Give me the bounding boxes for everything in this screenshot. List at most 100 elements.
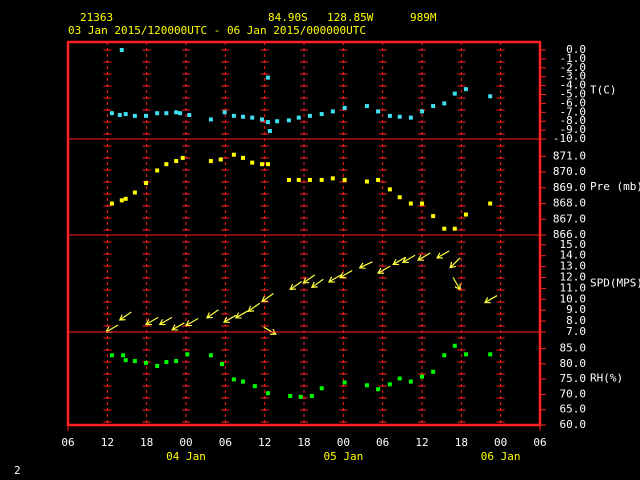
- point: [119, 198, 124, 203]
- point: [275, 119, 280, 124]
- wind-arrow: [263, 326, 277, 335]
- wind-arrow: [247, 302, 261, 312]
- y-tick-label: -9.0: [560, 123, 587, 136]
- point: [123, 358, 128, 363]
- y-tick-label: -4.0: [560, 79, 587, 92]
- y-tick-label: -6.0: [560, 96, 587, 109]
- y-tick-label: 871.0: [553, 149, 586, 162]
- wind-arrow: [449, 257, 461, 269]
- station-id: 21363: [80, 11, 113, 24]
- point: [452, 91, 457, 96]
- point: [132, 190, 137, 195]
- y-tick-label: 12.0: [560, 271, 587, 284]
- point: [298, 394, 303, 399]
- point: [222, 110, 227, 115]
- point: [319, 112, 324, 117]
- y-tick-label: -2.0: [560, 61, 587, 74]
- grid-cross: [300, 49, 308, 423]
- point: [364, 104, 369, 109]
- point: [387, 187, 392, 192]
- point: [431, 104, 436, 109]
- y-tick-label: -8.0: [560, 114, 587, 127]
- x-tick-label: 06: [219, 436, 232, 449]
- point: [208, 117, 213, 122]
- point: [296, 177, 301, 182]
- point: [408, 201, 413, 206]
- y-tick-label: 13.0: [560, 260, 587, 273]
- point: [109, 201, 114, 206]
- point: [342, 177, 347, 182]
- y-tick-label: 8.0: [566, 314, 586, 327]
- point: [408, 379, 413, 384]
- wind-arrow: [401, 254, 416, 263]
- point: [342, 380, 347, 385]
- wind-arrow: [184, 317, 199, 327]
- point: [463, 352, 468, 357]
- wind-arrow: [289, 280, 303, 291]
- panel-label: Pre (mb): [590, 180, 640, 193]
- point: [330, 176, 335, 181]
- point: [463, 87, 468, 92]
- wind-arrow: [158, 316, 173, 326]
- y-tick-label: 866.0: [553, 228, 586, 241]
- grid-cross: [103, 49, 112, 423]
- point: [218, 157, 223, 162]
- point: [265, 162, 270, 167]
- latitude: 84.90S: [268, 11, 308, 24]
- point: [488, 201, 493, 206]
- point: [174, 159, 179, 164]
- grid-cross: [418, 49, 426, 423]
- y-tick-label: 868.0: [553, 197, 586, 210]
- point: [208, 353, 213, 358]
- point: [123, 196, 128, 201]
- point: [187, 112, 192, 117]
- point: [231, 152, 236, 157]
- point: [260, 162, 265, 167]
- wind-arrow: [377, 265, 391, 274]
- y-tick-label: 10.0: [560, 292, 587, 305]
- y-tick-label: -5.0: [560, 88, 587, 101]
- point: [364, 383, 369, 388]
- point: [265, 391, 270, 396]
- wind-arrow: [145, 316, 159, 326]
- point: [117, 112, 122, 117]
- point: [174, 359, 179, 364]
- point: [463, 212, 468, 217]
- y-tick-label: 14.0: [560, 249, 587, 262]
- point: [376, 177, 381, 182]
- point: [309, 393, 314, 398]
- wind-arrow: [327, 274, 342, 283]
- point: [144, 113, 149, 118]
- wind-arrow: [223, 314, 237, 323]
- date-label: 05 Jan: [323, 450, 363, 463]
- point: [364, 179, 369, 184]
- point: [164, 111, 169, 116]
- wind-arrow: [234, 310, 249, 319]
- grid-cross: [378, 49, 387, 423]
- panel-label: RH(%): [590, 372, 623, 385]
- y-tick-label: 7.0: [566, 325, 586, 338]
- x-tick-label: 00: [179, 436, 192, 449]
- x-tick-label: 18: [297, 436, 310, 449]
- grid-cross: [457, 49, 466, 423]
- wind-arrow: [452, 277, 461, 291]
- grid-cross: [496, 49, 505, 423]
- y-tick-label: 11.0: [560, 281, 587, 294]
- point: [250, 115, 255, 120]
- x-tick-label: 12: [101, 436, 114, 449]
- x-tick-label: 18: [140, 436, 153, 449]
- point: [330, 109, 335, 114]
- x-tick-label: 06: [61, 436, 74, 449]
- wind-arrow: [417, 252, 431, 261]
- point: [132, 359, 137, 364]
- wind-arrow: [261, 292, 274, 303]
- point: [132, 113, 137, 118]
- x-tick-label: 18: [455, 436, 468, 449]
- point: [442, 226, 447, 231]
- point: [420, 109, 424, 114]
- point: [442, 353, 447, 358]
- point: [185, 352, 190, 357]
- point: [241, 155, 246, 160]
